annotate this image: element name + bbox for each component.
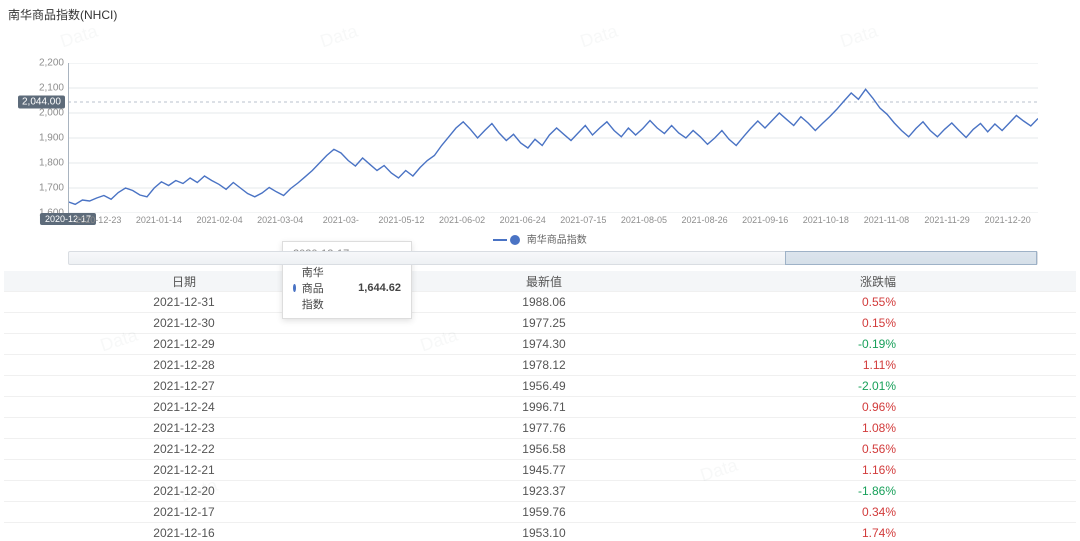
plot-area[interactable] xyxy=(68,63,1038,213)
cell-change: 1.11% xyxy=(724,358,1076,372)
cell-change: 1.16% xyxy=(724,463,1076,477)
cell-value: 1996.71 xyxy=(364,400,724,414)
table-row[interactable]: 2021-12-201923.37-1.86% xyxy=(4,481,1076,502)
cell-change: 0.15% xyxy=(724,316,1076,330)
table-body: 2021-12-311988.060.55%2021-12-301977.250… xyxy=(4,292,1076,541)
cell-value: 1945.77 xyxy=(364,463,724,477)
table-row[interactable]: 2021-12-281978.121.11% xyxy=(4,355,1076,376)
range-brush[interactable] xyxy=(68,251,1038,265)
data-table: 日期 最新值 涨跌幅 2021-12-311988.060.55%2021-12… xyxy=(4,271,1076,541)
cell-value: 1978.12 xyxy=(364,358,724,372)
cell-date: 2021-12-27 xyxy=(4,379,364,393)
y-tick: 1,800 xyxy=(39,158,64,169)
cell-value: 1988.06 xyxy=(364,295,724,309)
cell-change: 0.56% xyxy=(724,442,1076,456)
y-tick: 2,100 xyxy=(39,83,64,94)
legend-dot-icon xyxy=(510,235,520,245)
x-tick: 2021-06-02 xyxy=(439,215,485,225)
legend-label: 南华商品指数 xyxy=(527,235,587,246)
cell-value: 1956.58 xyxy=(364,442,724,456)
table-row[interactable]: 2021-12-301977.250.15% xyxy=(4,313,1076,334)
y-axis: 1,6001,7001,8001,9002,0002,1002,200 xyxy=(0,63,68,213)
table-row[interactable]: 2021-12-211945.771.16% xyxy=(4,460,1076,481)
col-header-value: 最新值 xyxy=(364,273,724,290)
x-tick: 2021-10-18 xyxy=(803,215,849,225)
cell-change: -2.01% xyxy=(724,379,1076,393)
tooltip-dot-icon xyxy=(293,284,296,292)
line-chart[interactable]: 1,6001,7001,8001,9002,0002,1002,200 2,04… xyxy=(0,63,1080,263)
cell-change: 0.34% xyxy=(724,505,1076,519)
x-tick: 2021-01-14 xyxy=(136,215,182,225)
cell-date: 2021-12-28 xyxy=(4,358,364,372)
table-row[interactable]: 2021-12-291974.30-0.19% xyxy=(4,334,1076,355)
cell-date: 2021-12-23 xyxy=(4,421,364,435)
cell-change: 0.96% xyxy=(724,400,1076,414)
range-brush-window[interactable] xyxy=(785,251,1037,265)
x-tick: 2021-03-04 xyxy=(257,215,303,225)
cell-change: 0.55% xyxy=(724,295,1076,309)
x-tick: 2021-12-20 xyxy=(985,215,1031,225)
cell-date: 2021-12-29 xyxy=(4,337,364,351)
cell-value: 1974.30 xyxy=(364,337,724,351)
x-tick: 2021-11-29 xyxy=(924,215,969,225)
cell-value: 1953.10 xyxy=(364,526,724,540)
x-tick: 2021-11-08 xyxy=(864,215,909,225)
y-axis-marker: 2,044.00 xyxy=(18,96,65,109)
y-tick: 2,200 xyxy=(39,58,64,69)
cell-date: 2021-12-22 xyxy=(4,442,364,456)
cell-date: 2021-12-24 xyxy=(4,400,364,414)
x-tick: 2021-07-15 xyxy=(560,215,606,225)
chart-svg xyxy=(68,63,1038,213)
table-row[interactable]: 2021-12-221956.580.56% xyxy=(4,439,1076,460)
x-axis: 2020-12-172020-12-232021-01-142021-02-04… xyxy=(68,213,1038,229)
table-row[interactable]: 2021-12-311988.060.55% xyxy=(4,292,1076,313)
cell-change: 1.74% xyxy=(724,526,1076,540)
y-tick: 1,900 xyxy=(39,133,64,144)
x-tick: 2021-02-04 xyxy=(197,215,243,225)
table-row[interactable]: 2021-12-161953.101.74% xyxy=(4,523,1076,541)
cell-change: -0.19% xyxy=(724,337,1076,351)
x-tick: 2021-08-26 xyxy=(682,215,728,225)
x-tick: 2020-12-23 xyxy=(75,215,121,225)
table-row[interactable]: 2021-12-231977.761.08% xyxy=(4,418,1076,439)
table-row[interactable]: 2021-12-171959.760.34% xyxy=(4,502,1076,523)
table-row[interactable]: 2021-12-241996.710.96% xyxy=(4,397,1076,418)
cell-date: 2021-12-21 xyxy=(4,463,364,477)
page-title: 南华商品指数(NHCI) xyxy=(0,0,1080,29)
col-header-change: 涨跌幅 xyxy=(724,273,1076,290)
tooltip-value: 1,644.62 xyxy=(358,282,401,294)
x-tick: 2021-05-12 xyxy=(378,215,424,225)
x-tick: 2021-09-16 xyxy=(742,215,788,225)
legend-line xyxy=(493,239,507,241)
x-tick: 2021-08-05 xyxy=(621,215,667,225)
x-tick: 2021-03- xyxy=(323,215,359,225)
cell-value: 1977.76 xyxy=(364,421,724,435)
cell-value: 1959.76 xyxy=(364,505,724,519)
cell-date: 2021-12-16 xyxy=(4,526,364,540)
x-tick: 2021-06-24 xyxy=(500,215,546,225)
tooltip-series: 南华商品指数 xyxy=(302,264,324,312)
y-tick: 1,700 xyxy=(39,183,64,194)
cell-date: 2021-12-17 xyxy=(4,505,364,519)
cell-value: 1977.25 xyxy=(364,316,724,330)
page-root: Data Data Data Data Data Data Data Data … xyxy=(0,0,1080,541)
cell-change: -1.86% xyxy=(724,484,1076,498)
legend: 南华商品指数 xyxy=(0,231,1080,246)
cell-value: 1956.49 xyxy=(364,379,724,393)
table-row[interactable]: 2021-12-271956.49-2.01% xyxy=(4,376,1076,397)
cell-change: 1.08% xyxy=(724,421,1076,435)
cell-value: 1923.37 xyxy=(364,484,724,498)
cell-date: 2021-12-20 xyxy=(4,484,364,498)
table-header: 日期 最新值 涨跌幅 xyxy=(4,271,1076,292)
y-tick: 2,000 xyxy=(39,108,64,119)
